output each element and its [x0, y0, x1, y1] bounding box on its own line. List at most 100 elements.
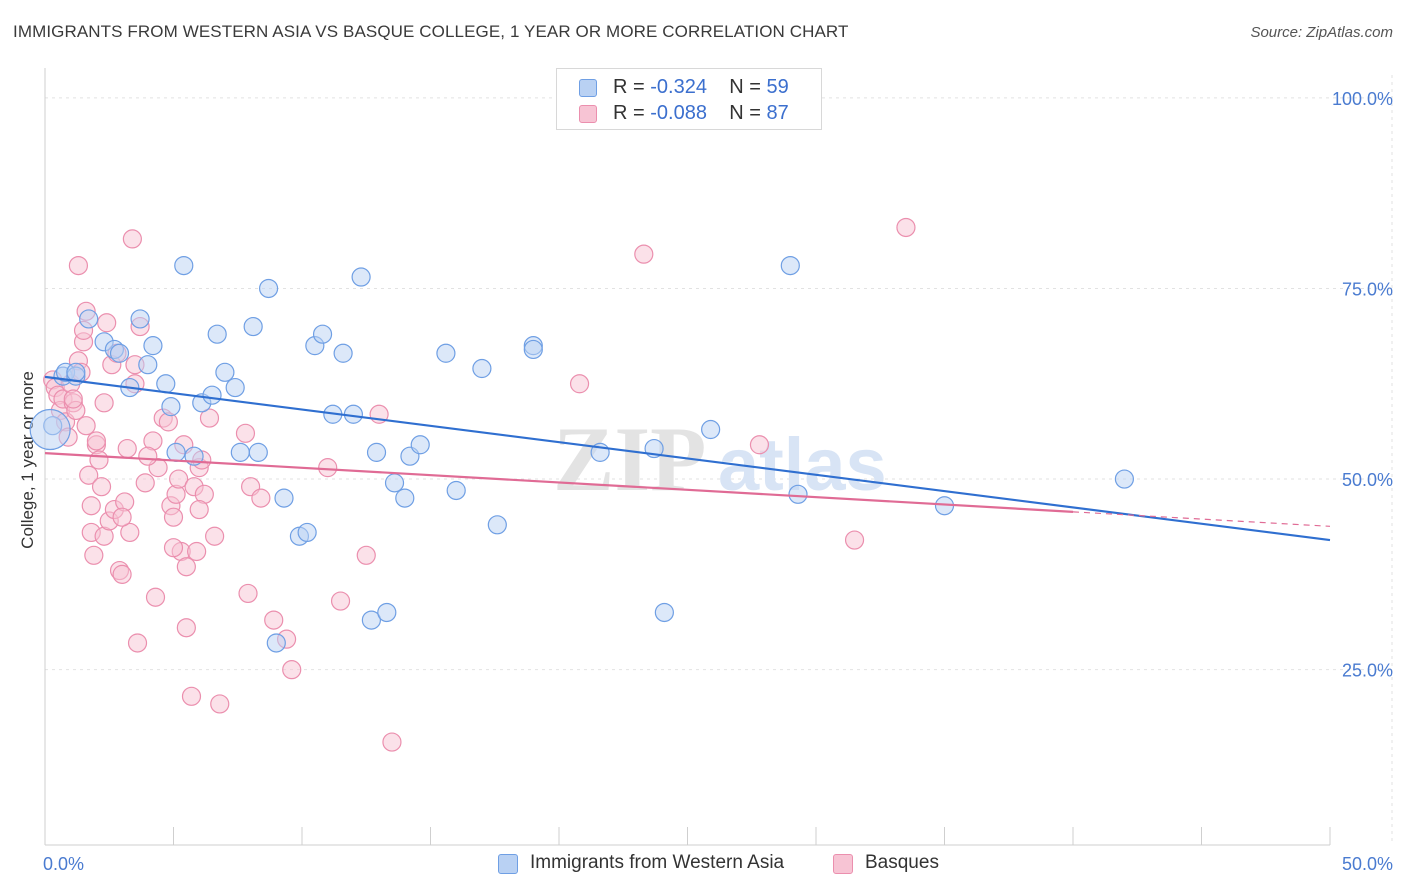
y-tick-label: 100.0%: [1332, 89, 1393, 109]
basques-point: [79, 465, 99, 485]
western-asia-point: [274, 488, 294, 508]
legend-r-label: R =: [613, 102, 651, 124]
basques-point: [282, 660, 302, 680]
y-tick-label: 75.0%: [1342, 279, 1393, 299]
basques-point: [382, 732, 402, 752]
western-asia-point: [410, 435, 430, 455]
western-asia-point: [215, 362, 235, 382]
axes: [44, 68, 1331, 846]
western-asia-point: [472, 358, 492, 379]
western-asia-point: [446, 480, 466, 501]
western-asia-point: [333, 343, 353, 363]
western-asia-point: [297, 522, 317, 543]
western-asia-point: [487, 515, 507, 535]
chart-title: IMMIGRANTS FROM WESTERN ASIA VS BASQUE C…: [13, 22, 849, 41]
basques-point: [63, 389, 83, 409]
legend-label: Immigrants from Western Asia: [530, 852, 785, 873]
western-asia-point: [207, 324, 227, 344]
basques-point: [89, 450, 109, 470]
western-asia-point: [243, 316, 263, 337]
western-asia-point: [161, 397, 181, 417]
western-asia-point: [248, 442, 268, 462]
western-asia-point: [130, 309, 150, 329]
basques-point: [81, 496, 101, 516]
legend-swatch-blue: [498, 854, 518, 874]
western-asia-point: [351, 267, 371, 287]
western-asia-point: [79, 309, 99, 329]
basques-point: [163, 507, 184, 527]
trend-line-western-asia: [44, 375, 1331, 542]
legend-r-value: -0.324: [650, 76, 707, 98]
basques-point: [127, 633, 148, 653]
basques-point: [210, 694, 230, 714]
legend-swatch-pink: [579, 105, 597, 123]
basques-point: [189, 499, 209, 520]
western-asia-point: [312, 324, 333, 344]
western-asia-point: [436, 343, 456, 363]
x-tick-labels: 0.0% 50.0%: [43, 854, 1393, 874]
basques-point: [205, 526, 225, 546]
trend-lines: [44, 375, 1331, 542]
basques-point: [318, 458, 338, 478]
x-tick-label: 0.0%: [43, 854, 84, 874]
basques-point: [163, 538, 184, 558]
basques-point: [169, 469, 189, 489]
western-asia-point: [780, 255, 800, 276]
basques-point: [176, 557, 196, 577]
source-label: Source: ZipAtlas.com: [1250, 24, 1393, 41]
legend-swatch-pink: [833, 854, 853, 874]
western-asia-point: [109, 343, 130, 363]
legend-r-value: -0.088: [650, 102, 707, 124]
western-asia-point: [225, 377, 245, 398]
basques-point: [199, 408, 220, 428]
basques-point: [68, 255, 89, 276]
basques-point: [112, 507, 132, 527]
basques-point: [117, 438, 137, 459]
basques-point: [896, 217, 916, 238]
basques-point: [76, 416, 96, 436]
basques-point: [97, 313, 117, 333]
basques-point: [238, 583, 258, 604]
basques-point: [135, 473, 155, 493]
basques-point: [91, 477, 112, 497]
western-asia-point: [230, 442, 250, 462]
x-tick-label: 50.0%: [1342, 854, 1393, 874]
basques-point: [749, 435, 770, 455]
western-asia-point: [366, 442, 387, 462]
basques-point: [634, 244, 654, 264]
western-asia-point: [1114, 469, 1135, 489]
western-asia-point: [384, 473, 405, 493]
legend-n-value: 87: [766, 102, 789, 124]
western-asia-point: [361, 610, 381, 630]
basques-point: [181, 686, 202, 706]
series-legend: Immigrants from Western Asia Basques: [0, 852, 1406, 878]
y-tick-labels: 25.0% 50.0% 75.0% 100.0%: [1332, 89, 1393, 681]
western-asia-point: [258, 278, 279, 299]
basques-point: [187, 541, 207, 562]
basques-point: [86, 431, 107, 451]
western-asia-point: [143, 336, 163, 356]
western-asia-point: [66, 362, 86, 382]
legend-r-label: R =: [613, 76, 651, 98]
basques-point: [356, 545, 376, 565]
basques-point: [84, 545, 104, 565]
basques-point: [569, 374, 590, 394]
western-asia-point: [156, 374, 176, 394]
basques-point: [251, 488, 271, 508]
trend-line-basques-extension: [1072, 511, 1331, 527]
western-asia-point: [202, 385, 222, 405]
basques-point: [145, 587, 166, 607]
western-asia-point: [788, 484, 808, 504]
basques-point: [844, 530, 865, 550]
basques-point: [112, 564, 132, 584]
y-tick-label: 25.0%: [1342, 661, 1393, 681]
watermark-zip: ZIP: [553, 408, 706, 510]
basques-point: [120, 522, 140, 543]
western-asia-point: [166, 442, 186, 462]
western-asia-point: [654, 602, 674, 623]
western-asia-point: [701, 419, 721, 440]
legend-swatch-blue: [579, 79, 597, 97]
western-asia-point: [377, 602, 397, 623]
basques-point: [122, 229, 142, 249]
